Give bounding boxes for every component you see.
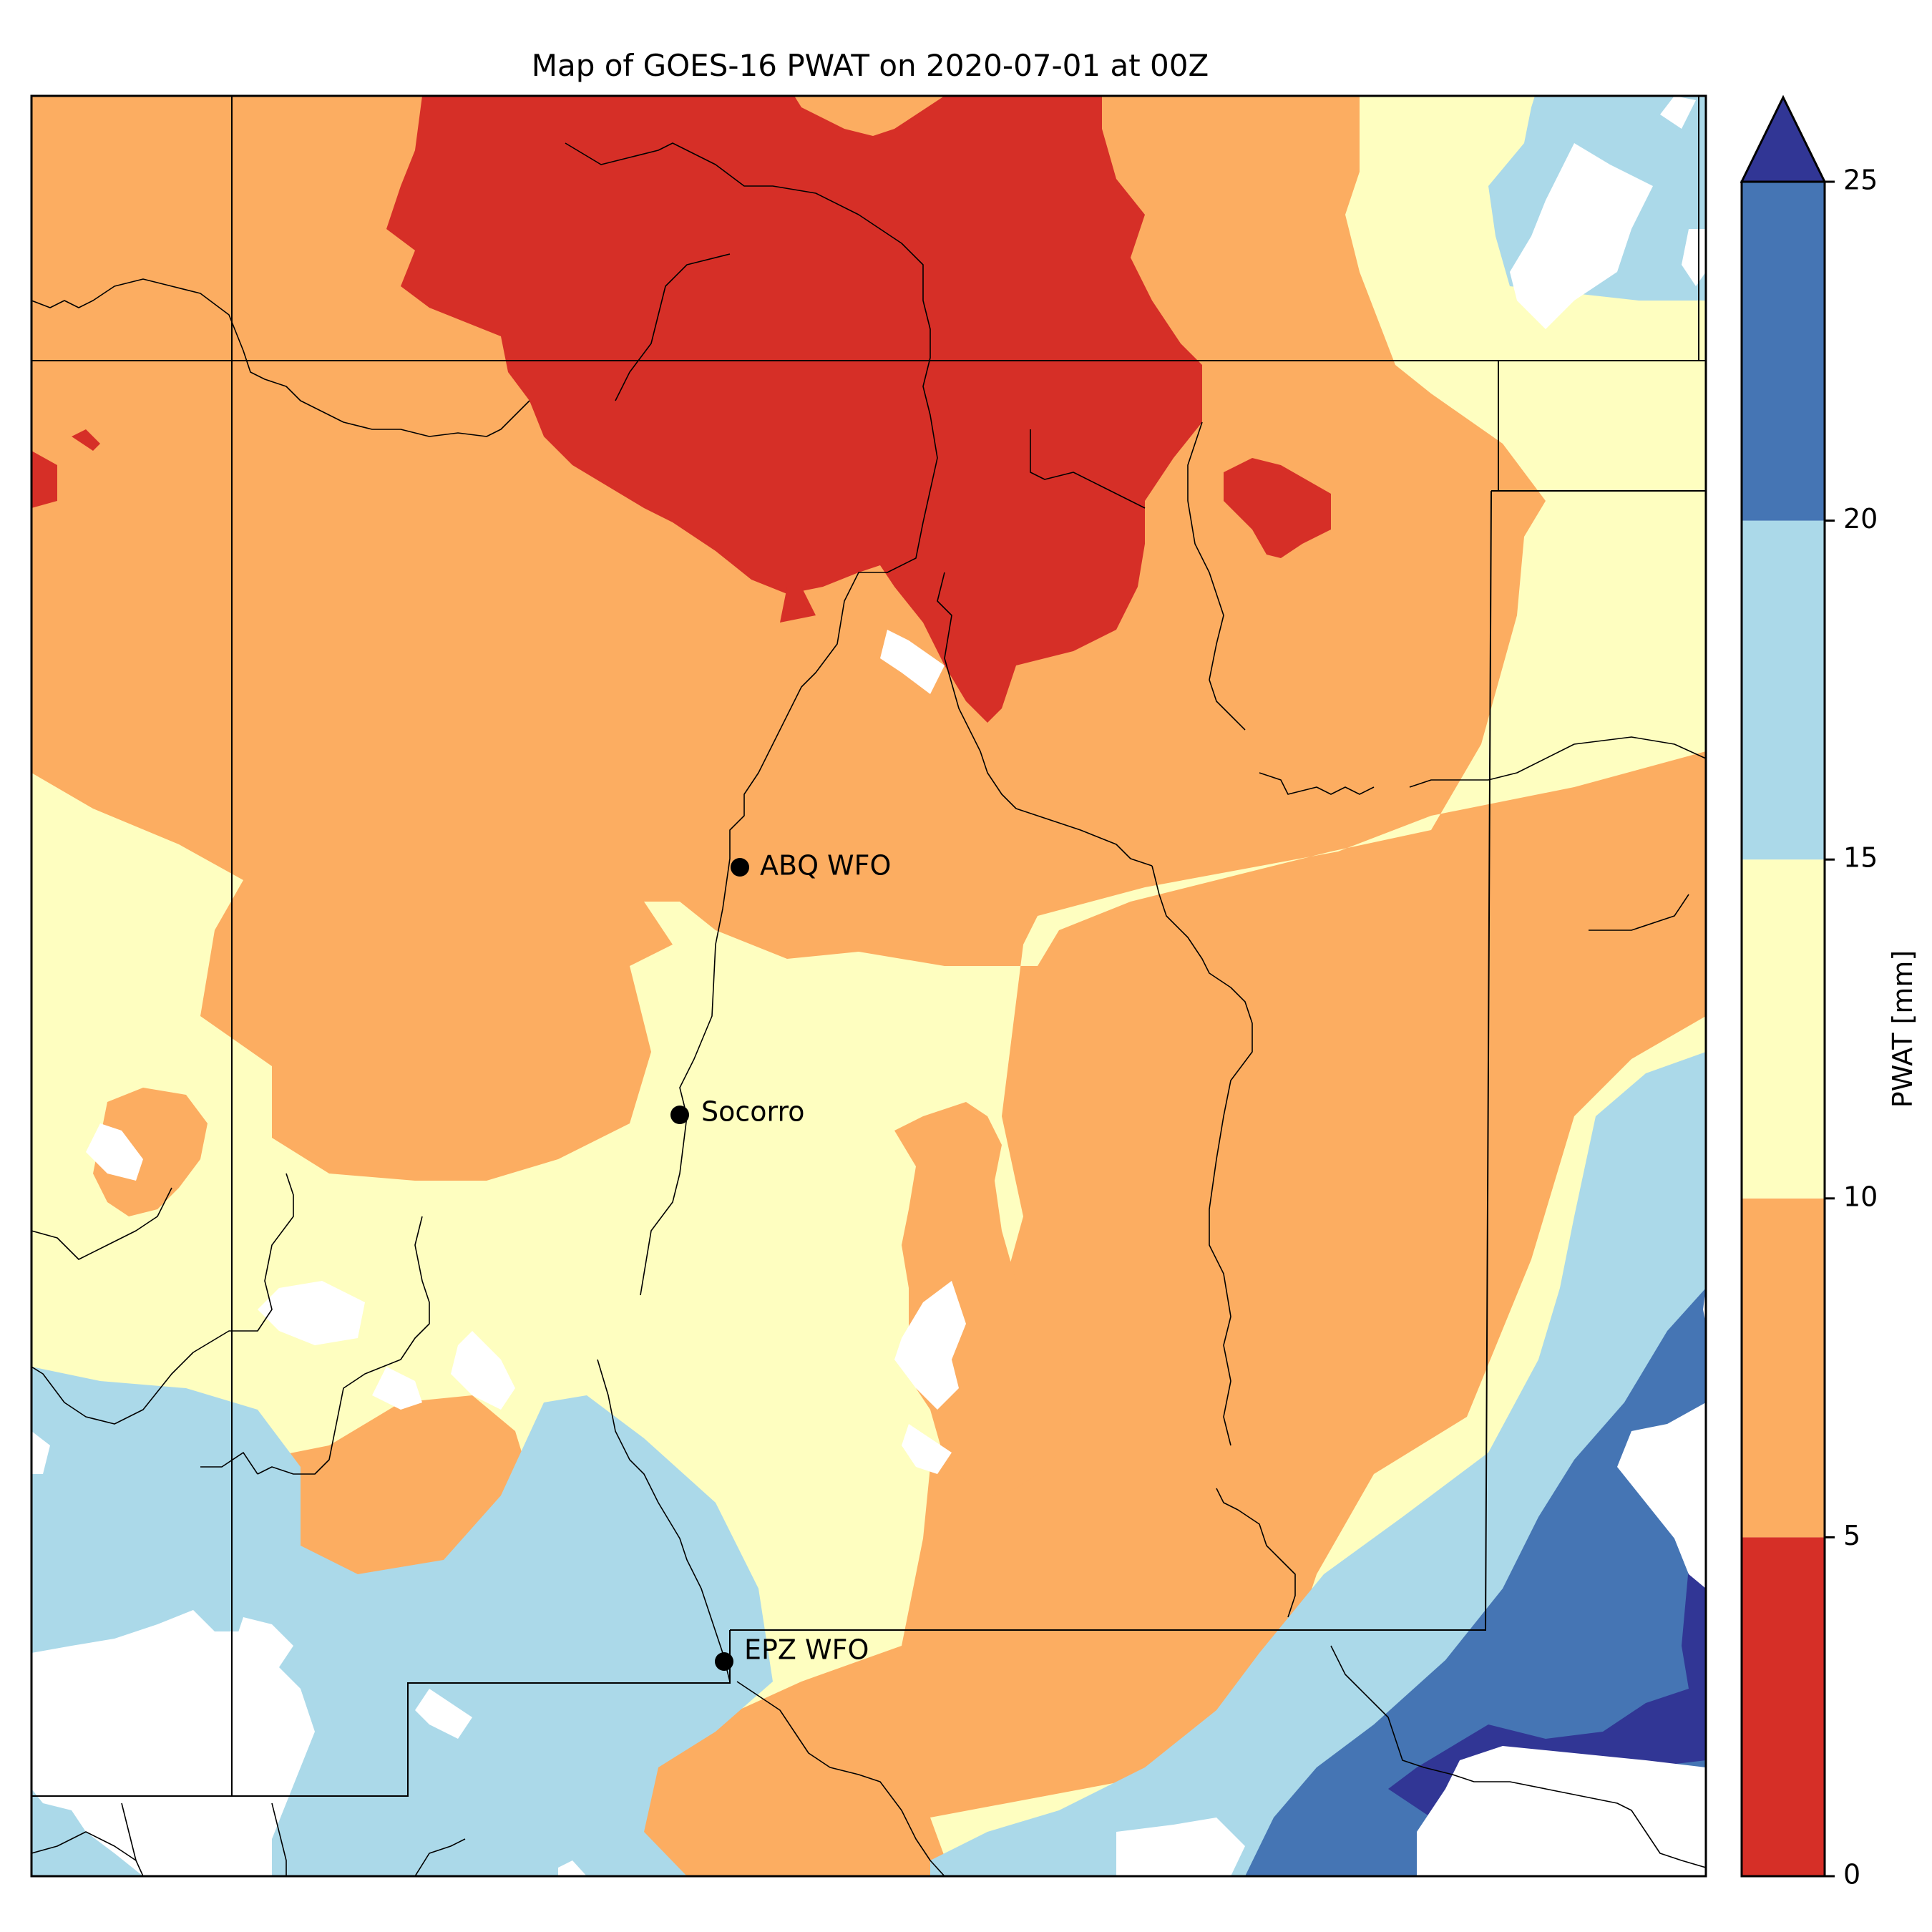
colorbar-tick-label-2: 10 — [1843, 1181, 1878, 1212]
pwat-field-navy-southeast — [1388, 1560, 1706, 1818]
station-dot-socorro[interactable] — [670, 1106, 689, 1124]
station-label-epz: EPZ WFO — [744, 1634, 869, 1666]
colorbar-tick-label-1: 5 — [1843, 1520, 1860, 1551]
colorbar-bin-3 — [1742, 520, 1825, 860]
colorbar-extend-arrow — [1740, 94, 1827, 183]
pwat-field-orange-west-island — [93, 1088, 208, 1216]
colorbar-tick-label-3: 15 — [1843, 842, 1878, 874]
colorbar-bin-1 — [1742, 1198, 1825, 1538]
colorbar-ticks: 0 5 10 15 20 25 — [1825, 165, 1878, 1890]
state-border-east — [730, 490, 1492, 1631]
pwat-field-red-small-2 — [780, 587, 816, 623]
rivers — [31, 142, 1706, 1876]
station-markers: ABQ WFO Socorro EPZ WFO — [670, 850, 891, 1671]
pwat-field-red-small-1 — [72, 429, 100, 451]
colorbar-frame — [1740, 180, 1826, 1878]
map-frame — [30, 94, 1707, 1878]
colorbar-bin-0 — [1742, 1537, 1825, 1876]
colorbar-label: PWAT [mm] — [1887, 950, 1918, 1108]
station-label-abq: ABQ WFO — [760, 850, 891, 882]
map-title: Map of GOES-16 PWAT on 2020-07-01 at 00Z — [532, 48, 1209, 83]
colorbar-tick-label-5: 25 — [1843, 165, 1878, 196]
colorbar-bin-4 — [1742, 182, 1825, 521]
map-panel: ABQ WFO Socorro EPZ WFO — [31, 96, 1706, 1876]
pwat-field-red-east-blob — [1224, 458, 1331, 558]
colorbar-tick-label-4: 20 — [1843, 503, 1878, 535]
pwat-field-red-north — [386, 96, 1202, 723]
colorbar-bin-2 — [1742, 859, 1825, 1199]
colorbar-bins — [1742, 182, 1825, 1876]
colorbar-tick-label-0: 0 — [1843, 1859, 1860, 1890]
station-label-socorro: Socorro — [701, 1096, 805, 1128]
station-dot-abq[interactable] — [731, 858, 749, 877]
pwat-field-orange-north-notch — [794, 96, 945, 136]
colorbar: 0 5 10 15 20 25 PWAT [mm] — [1740, 94, 1918, 1890]
pwat-field-yellow-east — [31, 96, 1706, 1876]
pwat-field-blue-southeast — [1245, 1288, 1706, 1876]
missing-data-patches — [31, 96, 1706, 1876]
pwat-field-red-west-pocket — [31, 451, 57, 508]
station-dot-epz[interactable] — [715, 1652, 733, 1671]
